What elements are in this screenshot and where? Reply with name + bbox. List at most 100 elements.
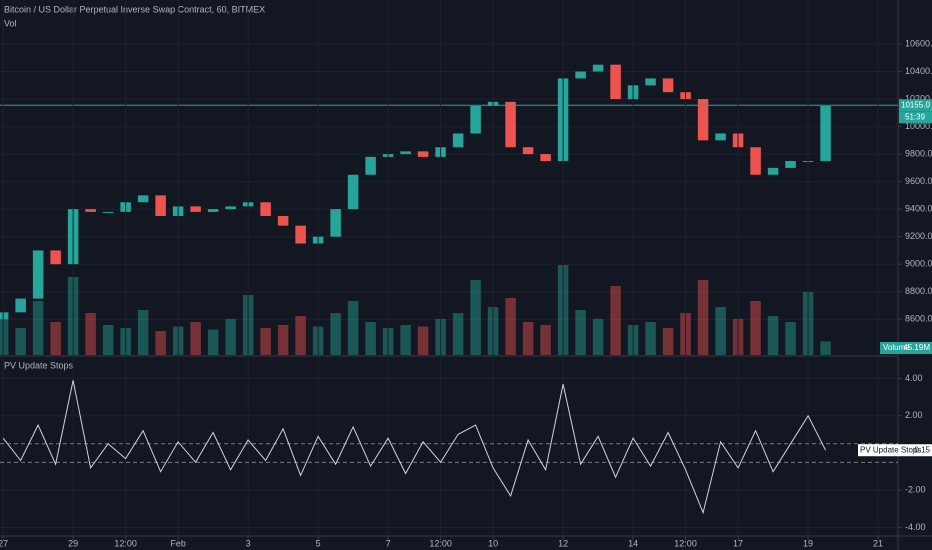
x-tick-label: 12 bbox=[558, 538, 568, 548]
volume-bar bbox=[522, 322, 534, 355]
volume-bar bbox=[85, 313, 96, 355]
volume-bar bbox=[277, 325, 289, 355]
volume-bar bbox=[15, 328, 26, 355]
x-tick-label: 5 bbox=[316, 538, 321, 548]
y-tick-label: 9400.0 bbox=[905, 204, 932, 214]
volume-bar bbox=[260, 328, 271, 355]
candle-body bbox=[417, 151, 429, 157]
volume-bar bbox=[592, 319, 604, 355]
x-tick-label: 12:00 bbox=[429, 538, 452, 548]
volume-bar bbox=[697, 280, 709, 355]
y-tick-label: 4.00 bbox=[905, 373, 923, 383]
candle-body bbox=[505, 101, 516, 148]
candle-body bbox=[592, 64, 604, 72]
candle-body bbox=[50, 250, 61, 265]
indicator-label-name: PV Update Stops bbox=[860, 445, 921, 454]
x-tick-label: 17 bbox=[733, 538, 743, 548]
y-tick-label: 10200.0 bbox=[905, 93, 932, 103]
candle-body bbox=[522, 147, 534, 155]
candle-body bbox=[470, 105, 481, 134]
volume-bar bbox=[750, 301, 761, 355]
x-tick-label: Feb bbox=[170, 538, 186, 548]
volume-bar bbox=[155, 331, 166, 355]
y-tick-label: 8800.0 bbox=[905, 286, 932, 296]
candle-body bbox=[750, 147, 761, 175]
volume-bar bbox=[50, 322, 61, 355]
y-tick-label: 9600.0 bbox=[905, 176, 932, 186]
volume-bar bbox=[32, 301, 44, 355]
volume-bar bbox=[330, 313, 341, 355]
candle-body bbox=[85, 209, 96, 212]
indicator-title: PV Update Stops bbox=[4, 360, 74, 370]
x-tick-label: 21 bbox=[873, 538, 883, 548]
y-tick-label: 10600.0 bbox=[905, 38, 932, 48]
volume-last-label: 45.19M bbox=[903, 343, 930, 352]
candle-body bbox=[0, 312, 9, 320]
x-tick-label: 29 bbox=[68, 538, 78, 548]
volume-bar bbox=[715, 307, 726, 355]
volume-bar bbox=[347, 301, 359, 355]
volume-bar bbox=[820, 341, 831, 355]
x-tick-label: 12:00 bbox=[114, 538, 137, 548]
chart-title: Bitcoin / US Dollar Perpetual Inverse Sw… bbox=[4, 4, 265, 14]
y-tick-label: 8600.0 bbox=[905, 314, 932, 324]
volume-bar bbox=[505, 298, 516, 355]
volume-bar bbox=[400, 325, 411, 355]
candle-body bbox=[347, 174, 359, 210]
countdown: 51:39 bbox=[905, 112, 926, 121]
candle-body bbox=[330, 209, 341, 237]
candle-body bbox=[277, 216, 289, 226]
subtitle: Vol bbox=[4, 18, 17, 28]
y-tick-label: 2.00 bbox=[905, 410, 923, 420]
volume-label-box bbox=[880, 342, 932, 354]
candle-body bbox=[295, 225, 306, 244]
candle-body bbox=[207, 209, 219, 212]
volume-bar bbox=[645, 322, 656, 355]
candle-body bbox=[190, 206, 201, 212]
volume-bar bbox=[225, 319, 236, 355]
candle-body bbox=[785, 160, 796, 168]
volume-bar bbox=[417, 326, 429, 355]
y-tick-label: 10000.0 bbox=[905, 121, 932, 131]
candle-body bbox=[697, 99, 709, 141]
x-tick-label: 19 bbox=[803, 538, 813, 548]
last-price-box bbox=[899, 99, 932, 112]
x-tick-label: 27 bbox=[0, 538, 8, 548]
candle-body bbox=[155, 195, 166, 217]
candle-body bbox=[365, 156, 376, 175]
candle-body bbox=[645, 78, 656, 86]
x-tick-label: 7 bbox=[386, 538, 391, 548]
volume-bar bbox=[662, 328, 674, 355]
candle-body bbox=[715, 133, 726, 141]
y-tick-label: -2.00 bbox=[905, 485, 926, 495]
candle-body bbox=[820, 105, 831, 161]
volume-bar bbox=[365, 322, 376, 355]
volume-bar bbox=[452, 313, 464, 355]
candle-body bbox=[452, 133, 464, 148]
candle-body bbox=[662, 78, 674, 93]
y-tick-label: 10400.0 bbox=[905, 66, 932, 76]
candle-body bbox=[137, 195, 149, 203]
candle-body bbox=[400, 151, 411, 155]
x-tick-label: 12:00 bbox=[674, 538, 697, 548]
countdown-box bbox=[899, 111, 932, 124]
volume-bar bbox=[102, 325, 114, 355]
volume-label: Volume bbox=[883, 343, 910, 352]
volume-bar bbox=[785, 322, 796, 355]
volume-bar bbox=[540, 325, 551, 355]
candle-body bbox=[610, 64, 621, 100]
candle-body bbox=[102, 211, 114, 213]
indicator-last-value: 0.15 bbox=[914, 445, 930, 454]
x-tick-label: 10 bbox=[488, 538, 498, 548]
candle-body bbox=[575, 71, 586, 79]
volume-bar bbox=[190, 322, 201, 355]
volume-bar bbox=[575, 310, 586, 355]
y-tick-label: 9800.0 bbox=[905, 148, 932, 158]
volume-bar bbox=[137, 310, 149, 355]
candle-body bbox=[767, 167, 779, 175]
y-tick-label: 9200.0 bbox=[905, 231, 932, 241]
x-tick-label: 14 bbox=[628, 538, 638, 548]
candle-body bbox=[540, 154, 551, 161]
